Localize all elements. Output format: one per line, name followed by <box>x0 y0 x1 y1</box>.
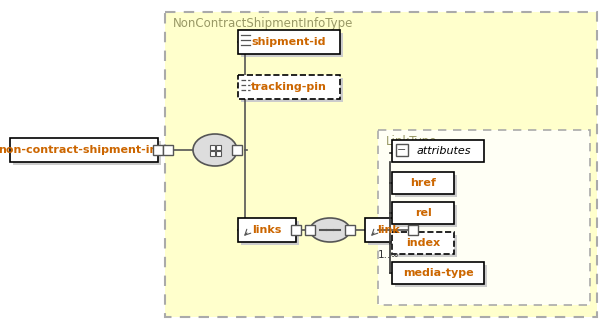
Bar <box>238 218 296 242</box>
Text: rel: rel <box>415 208 431 218</box>
Bar <box>153 145 163 155</box>
Text: media-type: media-type <box>403 268 473 278</box>
Text: LinkType: LinkType <box>386 136 437 148</box>
Bar <box>345 225 355 235</box>
Bar <box>392 202 454 224</box>
Bar <box>395 205 457 227</box>
Bar <box>238 30 340 54</box>
Bar <box>241 221 299 245</box>
Bar <box>378 130 590 305</box>
Bar <box>392 232 454 254</box>
Bar <box>395 235 457 257</box>
Text: NonContractShipmentInfoType: NonContractShipmentInfoType <box>173 17 353 30</box>
Bar <box>368 221 416 245</box>
Ellipse shape <box>193 134 237 166</box>
Bar <box>163 145 173 155</box>
Text: −: − <box>397 145 407 155</box>
Text: 1..∞: 1..∞ <box>378 250 400 260</box>
Text: attributes: attributes <box>417 146 472 156</box>
Bar <box>241 78 343 102</box>
Text: links: links <box>253 225 282 235</box>
Bar <box>395 175 457 197</box>
Text: index: index <box>406 238 440 248</box>
Bar <box>232 145 242 155</box>
Bar <box>165 12 597 317</box>
Text: tracking-pin: tracking-pin <box>251 82 327 92</box>
Bar <box>238 75 340 99</box>
Bar <box>210 145 215 150</box>
Bar <box>396 144 408 156</box>
Bar <box>210 151 215 156</box>
Bar <box>392 262 484 284</box>
Bar <box>408 225 418 235</box>
Text: link: link <box>378 225 400 235</box>
Text: href: href <box>410 178 436 188</box>
Text: non-contract-shipment-info: non-contract-shipment-info <box>0 145 170 155</box>
Bar <box>291 225 301 235</box>
Bar <box>13 141 161 165</box>
Text: shipment-id: shipment-id <box>252 37 326 47</box>
Bar <box>395 265 487 287</box>
Bar <box>392 140 484 162</box>
Bar <box>10 138 158 162</box>
Bar <box>241 33 343 57</box>
Bar <box>305 225 315 235</box>
Bar <box>216 151 221 156</box>
Bar <box>365 218 413 242</box>
Ellipse shape <box>310 218 350 242</box>
Bar <box>216 145 221 150</box>
Bar <box>392 172 454 194</box>
